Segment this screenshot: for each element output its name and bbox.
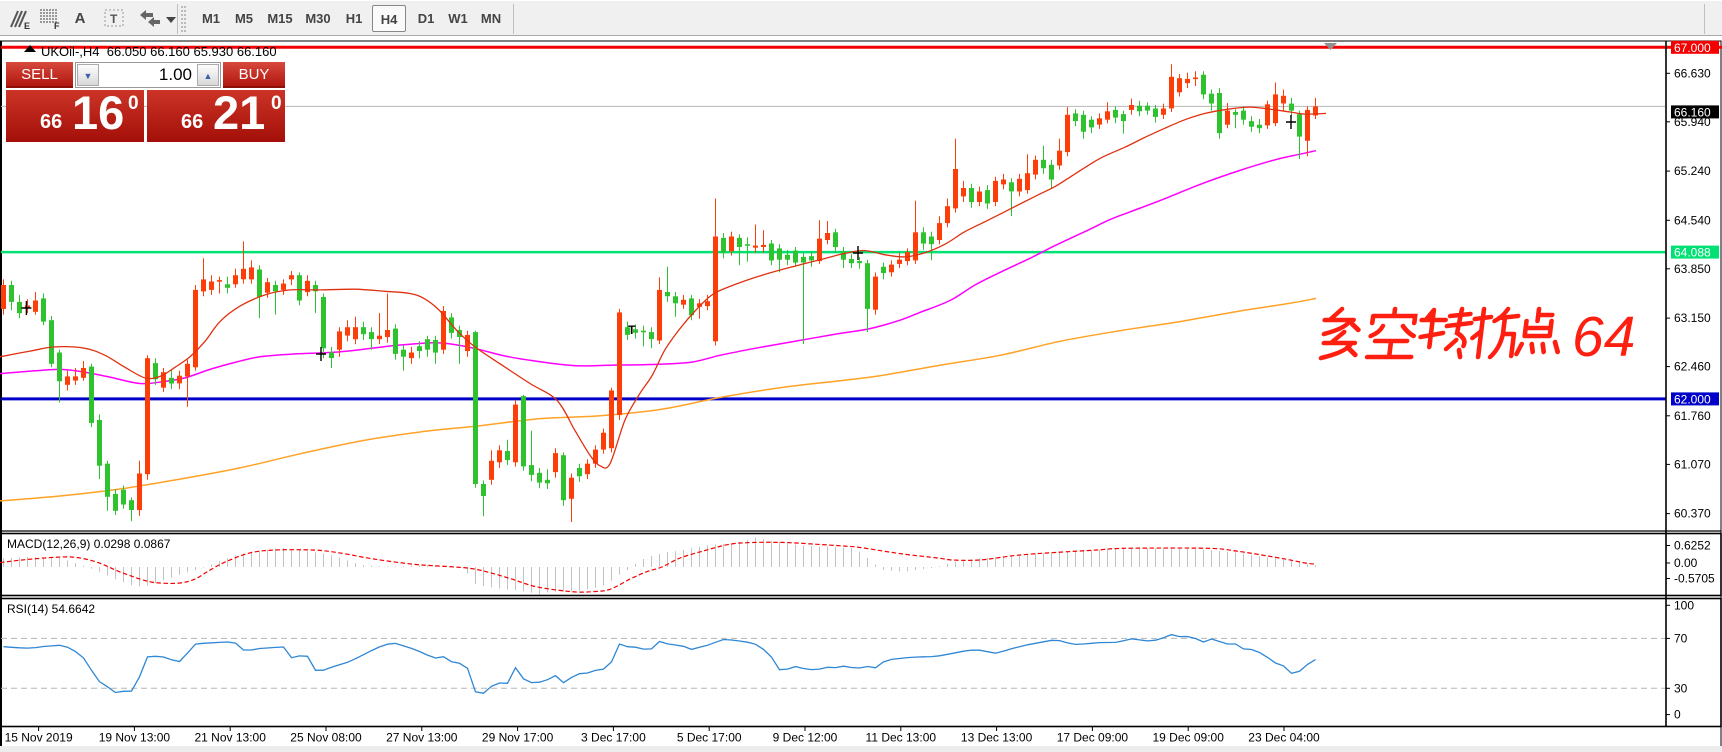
svg-text:5 Dec 17:00: 5 Dec 17:00 — [677, 731, 742, 745]
svg-text:RSI(14) 54.6642: RSI(14) 54.6642 — [7, 602, 95, 616]
svg-text:T: T — [110, 12, 118, 26]
svg-text:23 Dec 04:00: 23 Dec 04:00 — [1248, 731, 1320, 745]
svg-text:29 Nov 17:00: 29 Nov 17:00 — [482, 731, 554, 745]
svg-text:T: T — [628, 323, 636, 337]
svg-text:70: 70 — [1674, 631, 1688, 645]
svg-text:62.000: 62.000 — [1674, 392, 1711, 406]
svg-text:25 Nov 08:00: 25 Nov 08:00 — [290, 731, 362, 745]
svg-text:60.370: 60.370 — [1674, 507, 1711, 521]
svg-text:21 Nov 13:00: 21 Nov 13:00 — [195, 731, 267, 745]
svg-text:61.070: 61.070 — [1674, 457, 1711, 471]
svg-text:64.540: 64.540 — [1674, 213, 1711, 227]
svg-text:67.000: 67.000 — [1674, 41, 1711, 55]
svg-text:11 Dec 13:00: 11 Dec 13:00 — [866, 731, 937, 745]
svg-text:E: E — [24, 21, 30, 31]
svg-text:17 Dec 09:00: 17 Dec 09:00 — [1057, 731, 1129, 745]
svg-text:27 Nov 13:00: 27 Nov 13:00 — [386, 731, 458, 745]
svg-text:64.088: 64.088 — [1674, 246, 1711, 260]
svg-text:19 Nov 13:00: 19 Nov 13:00 — [99, 731, 171, 745]
svg-text:30: 30 — [1674, 681, 1688, 695]
svg-text:F: F — [54, 21, 60, 31]
svg-text:9 Dec 12:00: 9 Dec 12:00 — [773, 731, 838, 745]
svg-text:13 Dec 13:00: 13 Dec 13:00 — [961, 731, 1033, 745]
svg-text:UKOil-,H4 66.050 66.160 65.93: UKOil-,H4 66.050 66.160 65.930 66.160 — [41, 44, 277, 59]
svg-text:64: 64 — [1572, 305, 1635, 369]
svg-text:65.240: 65.240 — [1674, 164, 1711, 178]
svg-text:0.6252: 0.6252 — [1674, 539, 1711, 553]
svg-text:3 Dec 17:00: 3 Dec 17:00 — [581, 731, 646, 745]
svg-text:15 Nov 2019: 15 Nov 2019 — [5, 731, 73, 745]
svg-text:61.760: 61.760 — [1674, 409, 1711, 423]
svg-text:100: 100 — [1674, 598, 1694, 612]
svg-text:63.850: 63.850 — [1674, 262, 1711, 276]
svg-text:-0.5705: -0.5705 — [1674, 572, 1715, 586]
svg-text:MACD(12,26,9) 0.0298 0.0867: MACD(12,26,9) 0.0298 0.0867 — [7, 537, 171, 551]
svg-text:66.630: 66.630 — [1674, 66, 1711, 80]
svg-text:0.00: 0.00 — [1674, 556, 1698, 570]
svg-text:66.160: 66.160 — [1674, 105, 1711, 119]
svg-text:63.150: 63.150 — [1674, 311, 1711, 325]
svg-text:0: 0 — [1674, 708, 1681, 722]
svg-text:19 Dec 09:00: 19 Dec 09:00 — [1153, 731, 1225, 745]
svg-text:62.460: 62.460 — [1674, 360, 1711, 374]
